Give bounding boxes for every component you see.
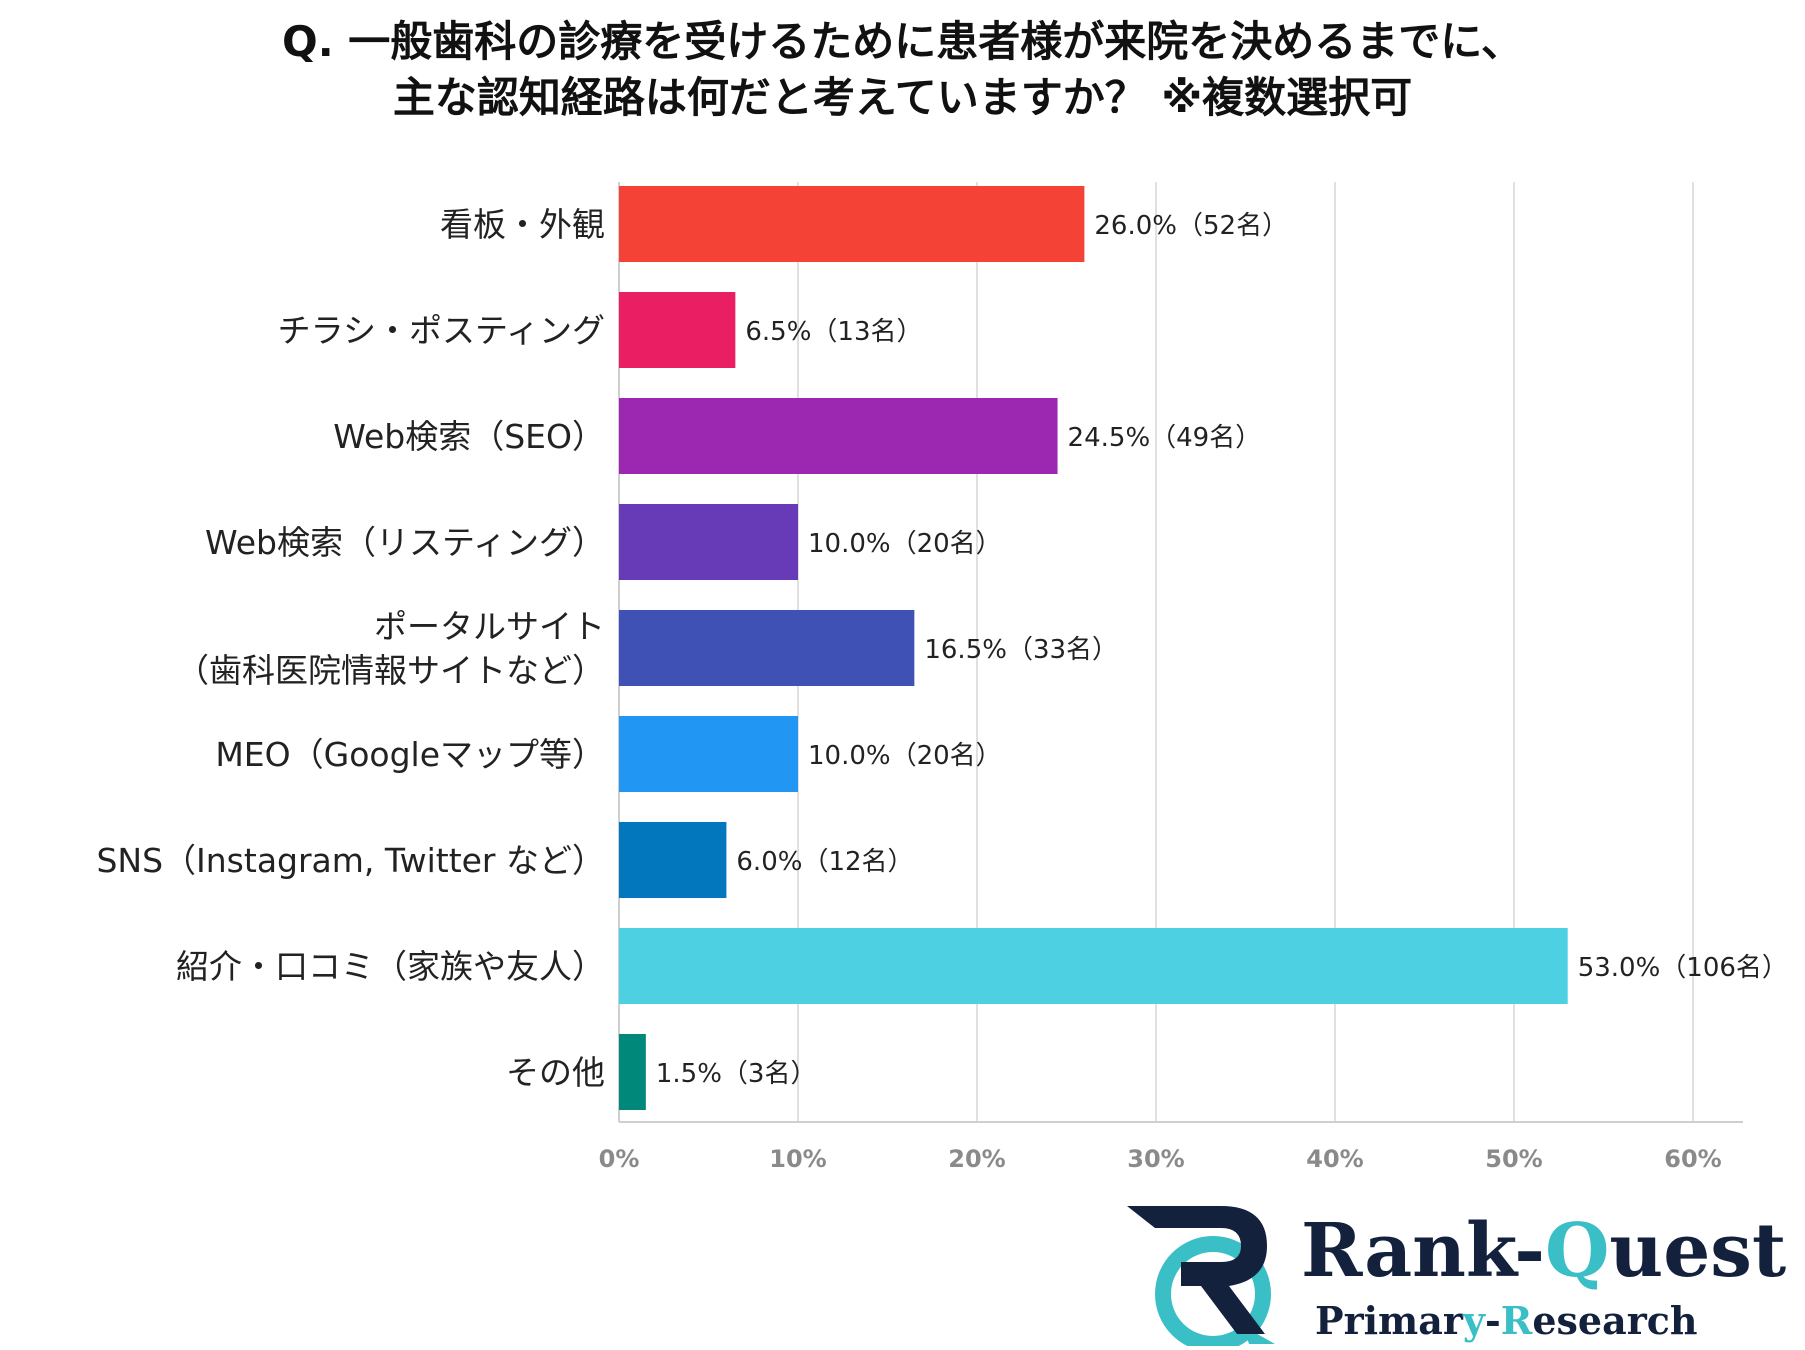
rq-emblem-icon <box>1127 1206 1275 1346</box>
bar-7 <box>619 928 1568 1004</box>
logo-name-q: Q <box>1545 1208 1609 1294</box>
logo-sub-dash: - <box>1485 1298 1501 1343</box>
logo-name-uest: uest <box>1609 1208 1786 1294</box>
bar-chart: 0% 10% 20% 30% 40% 50% 60% 看板・外観 26.0%（52名） チラシ・ポ… <box>96 182 1788 1173</box>
category-label-2: Web検索（SEO） <box>333 417 605 456</box>
bar-2 <box>619 398 1058 474</box>
tick-label-0: 0% <box>599 1145 640 1173</box>
tick-label-30: 30% <box>1127 1145 1184 1173</box>
data-label-2: 24.5%（49名） <box>1068 423 1262 453</box>
tick-label-60: 60% <box>1664 1145 1721 1173</box>
category-label-8: その他 <box>506 1053 605 1092</box>
data-label-8: 1.5%（3名） <box>656 1059 817 1089</box>
tick-label-40: 40% <box>1306 1145 1363 1173</box>
category-label-4-1: （歯科医院情報サイトなど） <box>176 651 605 690</box>
tick-label-50: 50% <box>1485 1145 1542 1173</box>
data-label-0: 26.0%（52名） <box>1094 211 1288 241</box>
bar-0 <box>619 186 1085 262</box>
data-label-4: 16.5%（33名） <box>924 635 1118 665</box>
category-label-6: SNS（Instagram, Twitter など） <box>96 841 605 880</box>
logo-subtitle: Primary-Research <box>1315 1298 1698 1343</box>
logo-name: Rank-Quest <box>1301 1208 1786 1294</box>
logo-sub-y: y <box>1462 1298 1486 1343</box>
chart-title: Q. 一般歯科の診療を受けるために患者様が来院を決めるまでに、 主な認知経路は何… <box>0 14 1805 126</box>
tick-label-20: 20% <box>948 1145 1005 1173</box>
category-label-4-0: ポータルサイト <box>374 607 605 646</box>
bar-6 <box>619 822 727 898</box>
chart-title-line-1: Q. 一般歯科の診療を受けるために患者様が来院を決めるまでに、 <box>281 17 1524 66</box>
bar-1 <box>619 292 736 368</box>
rank-quest-logo: Rank-Quest Primary-Research <box>1127 1206 1786 1346</box>
bar-8 <box>619 1034 646 1110</box>
data-label-5: 10.0%（20名） <box>808 741 1002 771</box>
data-label-6: 6.0%（12名） <box>736 847 913 877</box>
bar-3 <box>619 504 798 580</box>
logo-sub-esearch: esearch <box>1532 1298 1697 1343</box>
category-label-0: 看板・外観 <box>440 205 605 244</box>
category-label-3: Web検索（リスティング） <box>205 523 605 562</box>
category-label-5: MEO（Googleマップ等） <box>215 735 605 774</box>
logo-name-rank: Rank- <box>1301 1208 1545 1294</box>
category-label-1: チラシ・ポスティング <box>278 311 605 350</box>
chart-title-line-2: 主な認知経路は何だと考えていますか？ ※複数選択可 <box>392 73 1413 122</box>
category-label-7: 紹介・口コミ（家族や友人） <box>176 947 605 986</box>
data-label-7: 53.0%（106名） <box>1578 953 1788 983</box>
logo-sub-primar: Primar <box>1315 1298 1464 1343</box>
tick-label-10: 10% <box>769 1145 826 1173</box>
data-label-1: 6.5%（13名） <box>745 317 922 347</box>
data-label-3: 10.0%（20名） <box>808 529 1002 559</box>
logo-sub-r: R <box>1501 1298 1533 1343</box>
bar-5 <box>619 716 798 792</box>
bar-4 <box>619 610 915 686</box>
